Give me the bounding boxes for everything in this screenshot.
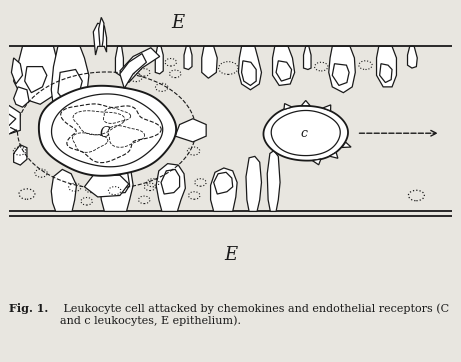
Polygon shape: [272, 46, 295, 85]
Text: C: C: [99, 126, 110, 140]
Polygon shape: [106, 167, 130, 194]
Polygon shape: [211, 168, 237, 211]
Polygon shape: [332, 64, 349, 85]
Polygon shape: [0, 110, 16, 127]
Text: Leukocyte cell attacked by chemokines and endothelial receptors (C and c leukocy: Leukocyte cell attacked by chemokines an…: [60, 303, 449, 326]
Polygon shape: [99, 17, 104, 46]
Polygon shape: [238, 46, 261, 90]
Polygon shape: [115, 46, 124, 75]
Polygon shape: [93, 23, 106, 55]
Polygon shape: [342, 142, 351, 147]
Polygon shape: [25, 67, 47, 93]
Polygon shape: [267, 151, 280, 211]
Polygon shape: [284, 104, 292, 110]
Polygon shape: [155, 46, 163, 74]
Polygon shape: [184, 46, 192, 70]
Polygon shape: [329, 152, 338, 158]
Polygon shape: [14, 87, 29, 107]
Polygon shape: [161, 169, 180, 194]
Polygon shape: [120, 48, 160, 83]
Polygon shape: [242, 61, 256, 85]
Polygon shape: [14, 145, 27, 165]
Polygon shape: [52, 94, 163, 167]
Polygon shape: [271, 110, 340, 156]
Polygon shape: [84, 175, 129, 197]
Polygon shape: [58, 70, 82, 104]
Polygon shape: [39, 86, 176, 176]
Polygon shape: [14, 46, 62, 104]
Polygon shape: [323, 105, 331, 111]
Polygon shape: [175, 119, 206, 142]
Polygon shape: [408, 46, 417, 68]
Polygon shape: [0, 101, 20, 136]
Text: E: E: [224, 246, 237, 264]
Polygon shape: [276, 61, 291, 81]
Polygon shape: [246, 156, 261, 211]
Text: Fig. 1.: Fig. 1.: [9, 303, 48, 314]
Polygon shape: [329, 46, 355, 93]
Polygon shape: [120, 54, 147, 88]
Polygon shape: [264, 106, 348, 161]
Polygon shape: [301, 101, 310, 106]
Polygon shape: [377, 46, 396, 87]
Polygon shape: [12, 58, 23, 84]
Polygon shape: [214, 172, 233, 194]
Polygon shape: [156, 164, 185, 211]
Polygon shape: [380, 64, 392, 83]
Text: c: c: [300, 127, 307, 140]
Polygon shape: [51, 46, 89, 116]
Polygon shape: [313, 159, 321, 165]
Polygon shape: [100, 162, 133, 211]
Polygon shape: [202, 46, 217, 78]
Polygon shape: [51, 169, 77, 211]
Text: E: E: [171, 14, 184, 33]
Polygon shape: [303, 46, 311, 70]
